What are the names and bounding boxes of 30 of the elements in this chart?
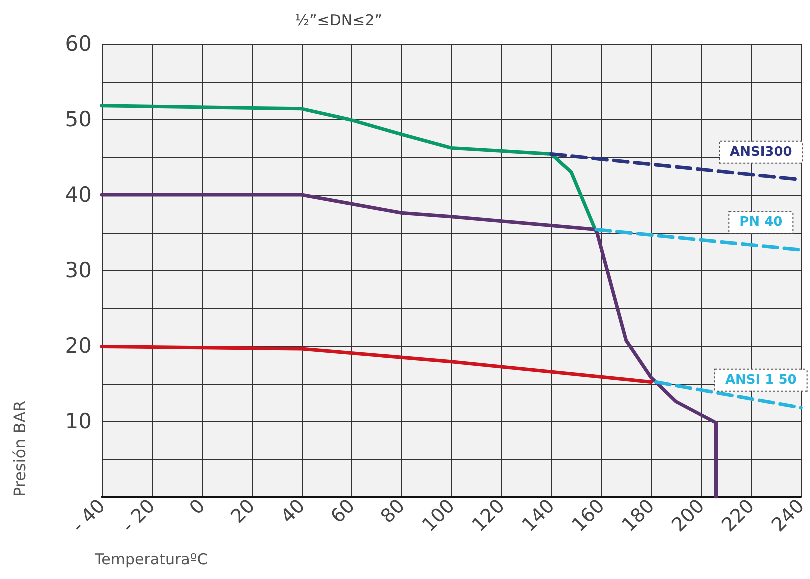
x-tick-label: 180	[618, 495, 660, 536]
x-tick-label: 80	[376, 495, 410, 528]
x-axis-title: TemperaturaºC	[94, 550, 208, 568]
y-tick-label: 40	[65, 183, 92, 207]
series-label: PN 40	[740, 215, 783, 230]
x-tick-label: 140	[518, 495, 560, 536]
x-tick-label: - 20	[118, 495, 160, 537]
y-tick-label: 20	[65, 334, 92, 358]
x-tick-label: 40	[276, 495, 310, 528]
x-tick-label: 20	[226, 495, 260, 528]
series-label: ANSI300	[730, 144, 792, 160]
y-axis-title: Presión BAR	[10, 400, 30, 497]
y-tick-label: 30	[65, 258, 92, 282]
x-tick-label: 220	[718, 495, 759, 536]
x-tick-label: 120	[468, 495, 510, 536]
chart-title: ½”≤DN≤2”	[295, 12, 383, 30]
y-tick-label: 60	[65, 32, 92, 56]
y-tick-label: 50	[65, 108, 92, 132]
x-tick-label: 200	[668, 495, 710, 536]
x-tick-label: - 40	[68, 495, 110, 537]
x-tick-label: 240	[768, 495, 809, 536]
line-series	[100, 193, 718, 499]
x-tick-label: 60	[326, 495, 360, 528]
x-tick-label: 0	[186, 495, 210, 520]
x-tick-label: 160	[568, 495, 610, 536]
line-series	[100, 345, 654, 384]
y-tick-label: 10	[65, 410, 92, 434]
x-tick-label: 100	[418, 495, 460, 536]
line-series	[100, 104, 598, 234]
series-label: ANSI 1 50	[725, 372, 797, 388]
